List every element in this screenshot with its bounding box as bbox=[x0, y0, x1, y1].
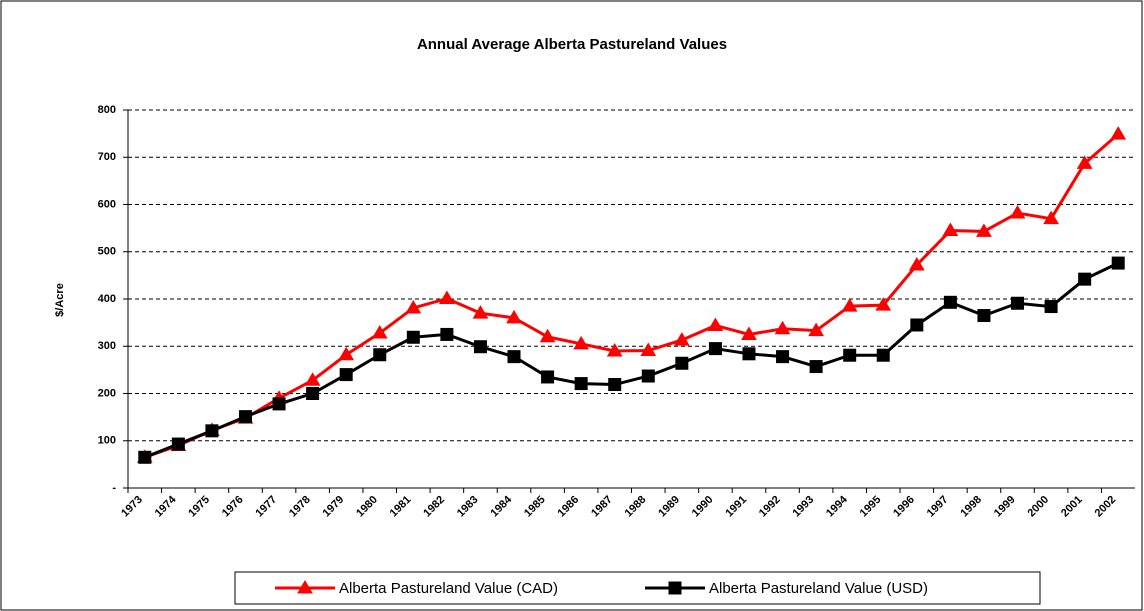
data-point bbox=[306, 387, 320, 400]
y-tick-label: 500 bbox=[98, 246, 116, 258]
data-point bbox=[843, 348, 857, 362]
data-point bbox=[675, 356, 689, 370]
y-tick-label: 300 bbox=[98, 340, 116, 352]
data-point bbox=[976, 223, 992, 237]
y-tick-label: 100 bbox=[98, 435, 116, 447]
data-point bbox=[707, 317, 724, 331]
legend-label: Alberta Pastureland Value (CAD) bbox=[339, 580, 558, 597]
data-point bbox=[405, 299, 422, 314]
data-point bbox=[373, 348, 387, 362]
data-point bbox=[1009, 205, 1026, 219]
y-tick-label: 800 bbox=[98, 104, 116, 116]
data-point bbox=[371, 325, 388, 339]
data-point bbox=[606, 342, 623, 357]
y-tick-label: 700 bbox=[98, 151, 116, 163]
chart-title: Annual Average Alberta Pastureland Value… bbox=[417, 36, 727, 53]
y-tick-label: - bbox=[112, 482, 116, 494]
data-point bbox=[439, 290, 455, 305]
data-point bbox=[205, 424, 219, 438]
data-point bbox=[741, 326, 757, 340]
data-point bbox=[574, 377, 588, 391]
data-point bbox=[304, 372, 321, 386]
data-point bbox=[943, 295, 957, 309]
data-point bbox=[272, 397, 286, 411]
data-point bbox=[640, 342, 657, 357]
data-point bbox=[776, 350, 790, 364]
data-point bbox=[774, 320, 791, 335]
data-point bbox=[1078, 272, 1092, 286]
y-tick-label: 200 bbox=[98, 387, 116, 399]
data-point bbox=[841, 298, 858, 312]
data-point bbox=[641, 369, 655, 383]
data-point bbox=[406, 330, 420, 344]
data-point bbox=[541, 370, 555, 384]
data-point bbox=[809, 360, 823, 374]
data-point bbox=[808, 322, 824, 337]
y-axis-label: $/Acre bbox=[54, 283, 66, 317]
data-point bbox=[942, 222, 959, 236]
data-point bbox=[908, 256, 925, 271]
data-point bbox=[440, 327, 454, 341]
data-point bbox=[338, 346, 355, 361]
data-point bbox=[171, 437, 185, 451]
legend-box bbox=[234, 571, 1041, 605]
data-point bbox=[339, 368, 353, 382]
data-point bbox=[573, 335, 590, 350]
data-point bbox=[742, 347, 756, 361]
data-point bbox=[1044, 300, 1058, 314]
data-point bbox=[472, 305, 489, 319]
data-point bbox=[1043, 210, 1059, 225]
data-point bbox=[1076, 155, 1093, 169]
data-point bbox=[507, 350, 521, 364]
y-tick-label: 400 bbox=[98, 293, 116, 305]
data-point bbox=[1011, 296, 1025, 310]
data-point bbox=[673, 332, 690, 346]
data-point bbox=[138, 450, 152, 464]
data-point bbox=[238, 410, 252, 424]
legend-marker bbox=[668, 581, 682, 595]
data-point bbox=[539, 328, 556, 343]
data-point bbox=[1110, 126, 1127, 140]
y-tick-label: 600 bbox=[98, 198, 116, 210]
data-point bbox=[1111, 256, 1125, 270]
legend-marker bbox=[297, 580, 313, 594]
data-point bbox=[608, 378, 622, 392]
data-point bbox=[708, 342, 722, 356]
data-point bbox=[977, 309, 991, 323]
legend-label: Alberta Pastureland Value (USD) bbox=[709, 580, 928, 597]
data-point bbox=[473, 340, 487, 354]
data-point bbox=[876, 348, 890, 362]
data-point bbox=[875, 297, 892, 311]
data-point bbox=[506, 309, 522, 324]
data-point bbox=[910, 318, 924, 332]
